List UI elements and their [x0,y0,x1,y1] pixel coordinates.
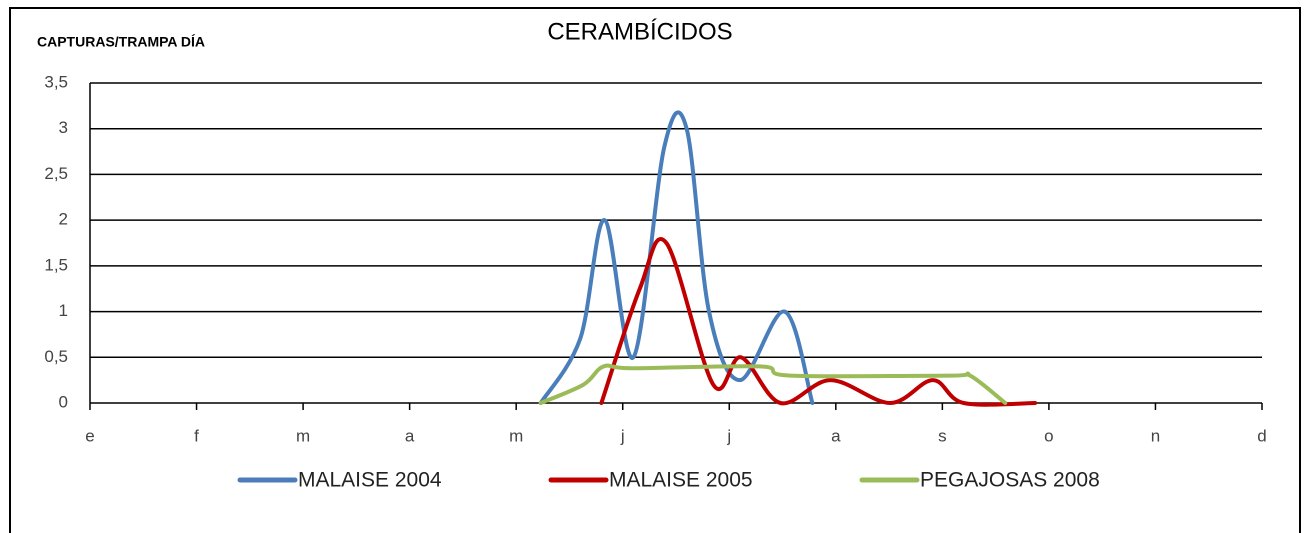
chart-border [9,7,1301,533]
line [538,110,815,405]
x-tick-label: n [1151,426,1160,445]
x-tick-label: d [1257,426,1266,445]
x-tick-label: o [1044,426,1053,445]
y-tick-label: 2,5 [44,164,68,183]
legend-label: MALAISE 2004 [298,469,442,492]
x-tick-label: e [85,426,94,445]
x-tick-label: f [194,426,199,445]
x-tick-label: m [296,426,310,445]
x-tick-label: a [405,426,415,445]
y-tick-label: 2 [59,210,68,229]
y-axis-label: CAPTURAS/TRAMPA DÍA [37,34,205,50]
x-tick-label: s [938,426,947,445]
line [599,237,1038,407]
y-tick-label: 1 [59,301,68,320]
x-tick-label: j [620,426,625,445]
y-tick-label: 3,5 [44,72,68,91]
x-tick-label: m [509,426,523,445]
x-tick-label: j [726,426,731,445]
chart-title: CERAMBÍCIDOS [547,18,732,45]
y-tick-label: 0,5 [44,347,68,366]
line [538,363,1008,405]
y-tick-label: 0 [59,392,68,411]
legend-label: PEGAJOSAS 2008 [920,469,1100,492]
y-tick-label: 3 [59,118,68,137]
legend-label: MALAISE 2005 [609,469,753,492]
x-tick-label: a [831,426,841,445]
y-tick-label: 1,5 [44,255,68,274]
